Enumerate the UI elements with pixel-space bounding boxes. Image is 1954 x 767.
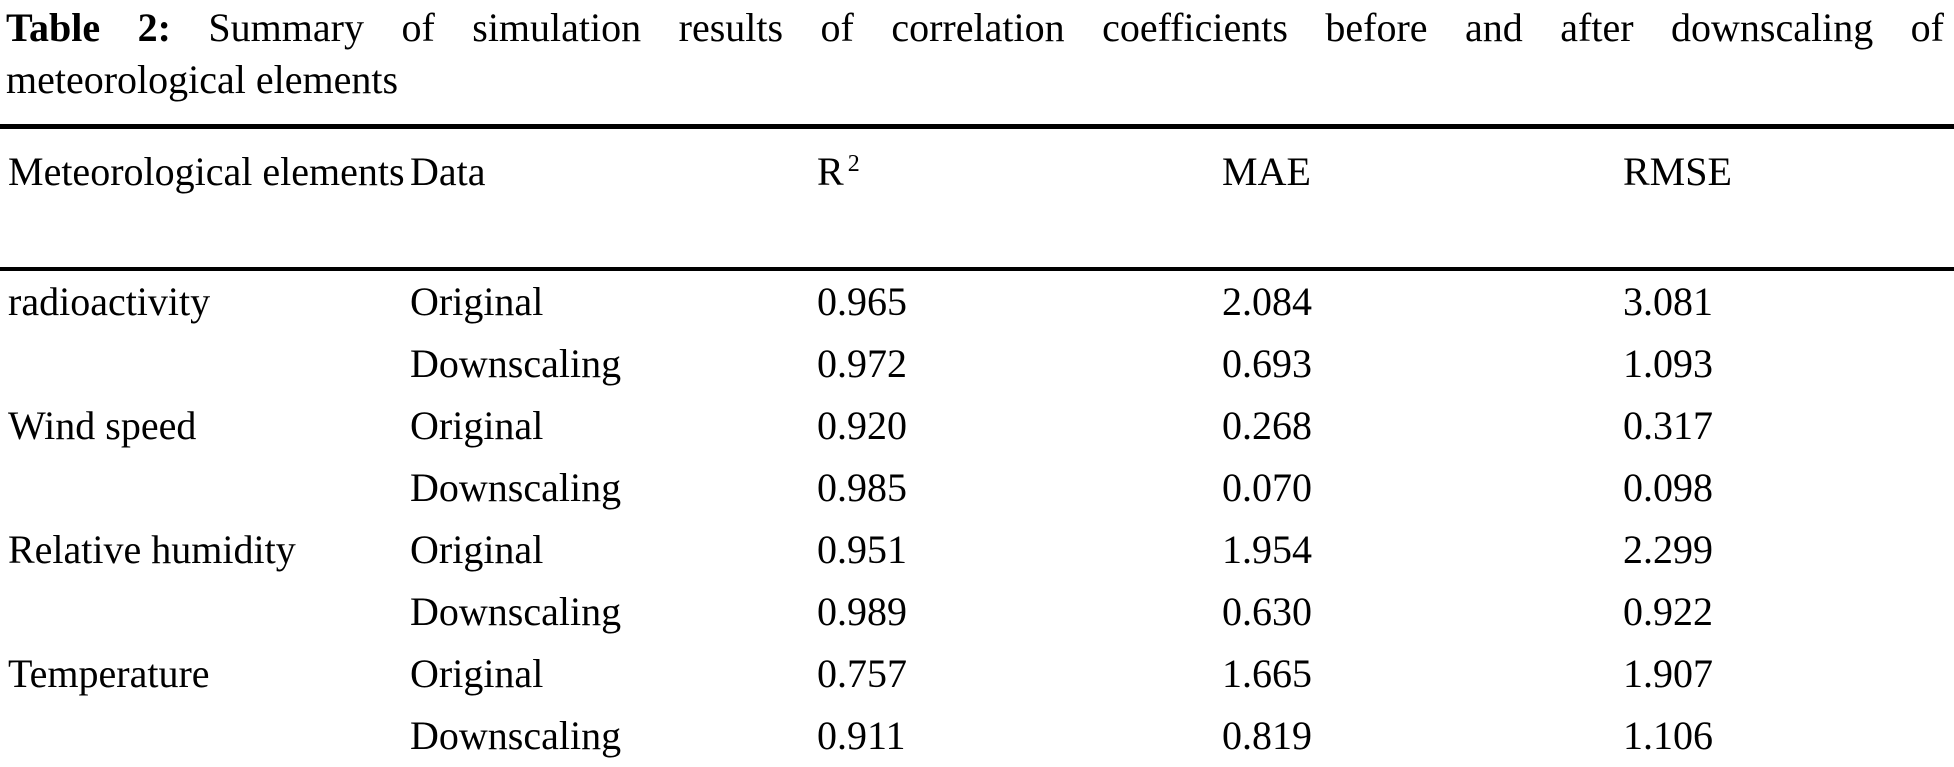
column-header-rmse: RMSE [1623,126,1954,271]
column-header-data: Data [410,126,817,271]
cell-r2: 0.920 [817,403,907,448]
cell-element [0,581,410,643]
cell-data: Original [410,651,544,696]
cell-element [0,705,410,767]
table-caption: Table 2: Summary of simulation results o… [6,2,1944,106]
r-squared-base: R [817,149,844,194]
cell-data: Downscaling [410,713,622,758]
cell-rmse: 2.299 [1623,527,1713,572]
table-row: Downscaling 0.911 0.819 1.106 [0,705,1954,767]
r-squared-exponent: 2 [847,151,860,177]
table-row: Downscaling 0.989 0.630 0.922 [0,581,1954,643]
table-row: Downscaling 0.985 0.070 0.098 [0,457,1954,519]
cell-element: Relative humidity [8,527,296,572]
cell-mae: 1.665 [1222,651,1312,696]
cell-r2: 0.757 [817,651,907,696]
cell-element: radioactivity [8,279,211,324]
table-row: Downscaling 0.972 0.693 1.093 [0,333,1954,395]
table-row: Relative humidity Original 0.951 1.954 2… [0,519,1954,581]
column-header-meteorological-elements: Meteorological elements [0,126,410,271]
table-caption-line2: meteorological elements [6,57,399,102]
cell-rmse: 3.081 [1623,279,1713,324]
table-caption-line1: Table 2: Summary of simulation results o… [6,2,1944,54]
cell-data: Original [410,279,544,324]
cell-r2: 0.951 [817,527,907,572]
cell-mae: 2.084 [1222,279,1312,324]
cell-mae: 0.693 [1222,341,1312,386]
table-caption-text: Summary of simulation results of correla… [208,5,1944,50]
cell-mae: 0.630 [1222,589,1312,634]
table-row: Temperature Original 0.757 1.665 1.907 [0,643,1954,705]
cell-data: Original [410,527,544,572]
table-caption-label: Table 2: [6,5,171,50]
cell-data: Original [410,403,544,448]
cell-r2: 0.972 [817,341,907,386]
cell-mae: 0.819 [1222,713,1312,758]
cell-rmse: 1.093 [1623,341,1713,386]
cell-rmse: 0.098 [1623,465,1713,510]
cell-mae: 1.954 [1222,527,1312,572]
cell-r2: 0.965 [817,279,907,324]
cell-rmse: 0.317 [1623,403,1713,448]
cell-rmse: 1.907 [1623,651,1713,696]
cell-r2: 0.989 [817,589,907,634]
cell-data: Downscaling [410,589,622,634]
cell-rmse: 0.922 [1623,589,1713,634]
cell-element: Temperature [8,651,210,696]
cell-mae: 0.268 [1222,403,1312,448]
cell-data: Downscaling [410,465,622,510]
cell-data: Downscaling [410,341,622,386]
table-row: Wind speed Original 0.920 0.268 0.317 [0,395,1954,457]
cell-rmse: 1.106 [1623,713,1713,758]
table-row: radioactivity Original 0.965 2.084 3.081 [0,269,1954,333]
cell-element [0,333,410,395]
cell-r2: 0.985 [817,465,907,510]
cell-element [0,457,410,519]
cell-r2: 0.911 [817,713,906,758]
column-header-mae: MAE [1222,126,1623,271]
cell-element: Wind speed [8,403,197,448]
cell-mae: 0.070 [1222,465,1312,510]
